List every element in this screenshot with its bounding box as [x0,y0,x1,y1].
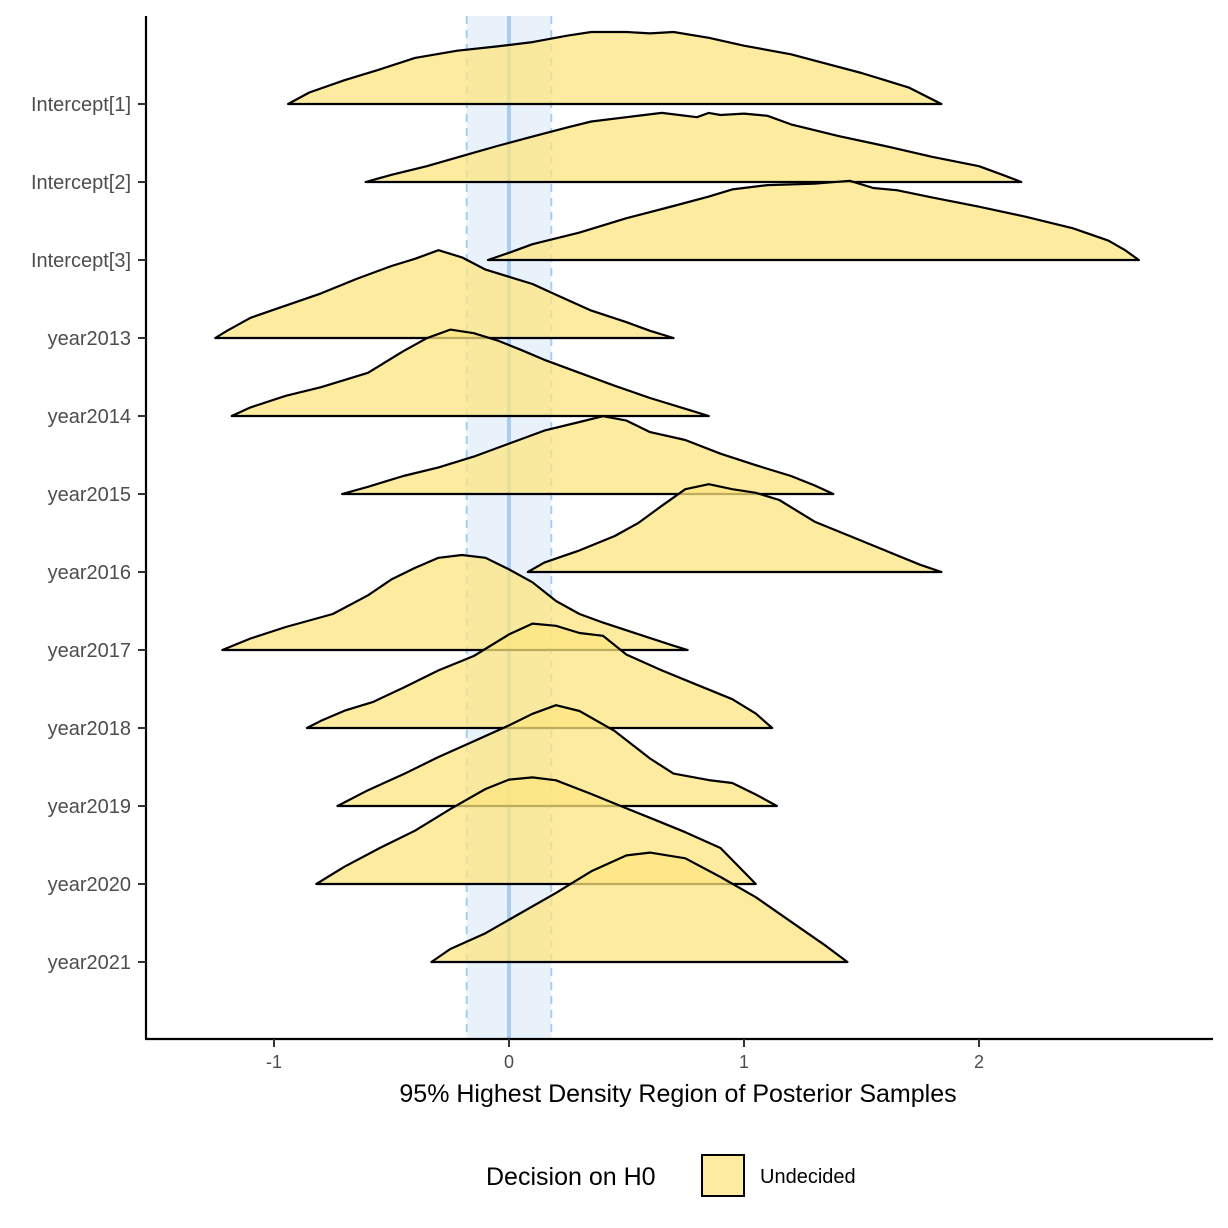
ridge-intercept-3 [486,179,1140,262]
ytick-label-intercept-3: Intercept[3] [31,250,131,272]
xtick-label-3: 2 [974,1052,984,1072]
y-ticks: Intercept[1] Intercept[2] Intercept[3] year… [31,94,146,974]
x-ticks: -1 0 1 2 [266,1039,984,1072]
xtick-label-1: 0 [504,1052,514,1072]
legend-label-undecided: Undecided [760,1166,856,1188]
ridge-year2019 [336,704,778,808]
ytick-label-year2017: year2017 [48,640,131,662]
ridge-year2018 [305,622,774,730]
ytick-label-year2015: year2015 [48,484,131,506]
xtick-label-2: 1 [739,1052,749,1072]
legend-title: Decision on H0 [486,1163,656,1191]
axes [144,16,1213,1041]
ytick-label-year2016: year2016 [48,562,131,584]
legend: Decision on H0 Undecided [486,1154,856,1197]
ridge-year2016 [526,483,943,574]
ridge-year2014 [230,328,710,418]
ytick-label-intercept-2: Intercept[2] [31,172,131,194]
xtick-label-0: -1 [266,1052,282,1072]
ytick-label-year2013: year2013 [48,328,131,350]
ridge-year2013 [214,249,675,340]
ridge-year2021 [430,851,849,964]
ridge-intercept-2 [364,111,1023,184]
ytick-label-year2020: year2020 [48,874,131,896]
density-ridges [214,30,1140,964]
ytick-label-year2021: year2021 [48,952,131,974]
ridge-intercept-1 [287,30,943,106]
x-axis-label: 95% Highest Density Region of Posterior … [399,1080,956,1108]
ytick-label-year2019: year2019 [48,796,131,818]
ytick-label-year2018: year2018 [48,718,131,740]
ridge-year2017 [221,553,689,652]
ridge-year2015 [341,415,835,496]
legend-key-undecided [701,1154,745,1197]
ytick-label-year2014: year2014 [48,406,131,428]
ytick-label-intercept-1: Intercept[1] [31,94,131,116]
